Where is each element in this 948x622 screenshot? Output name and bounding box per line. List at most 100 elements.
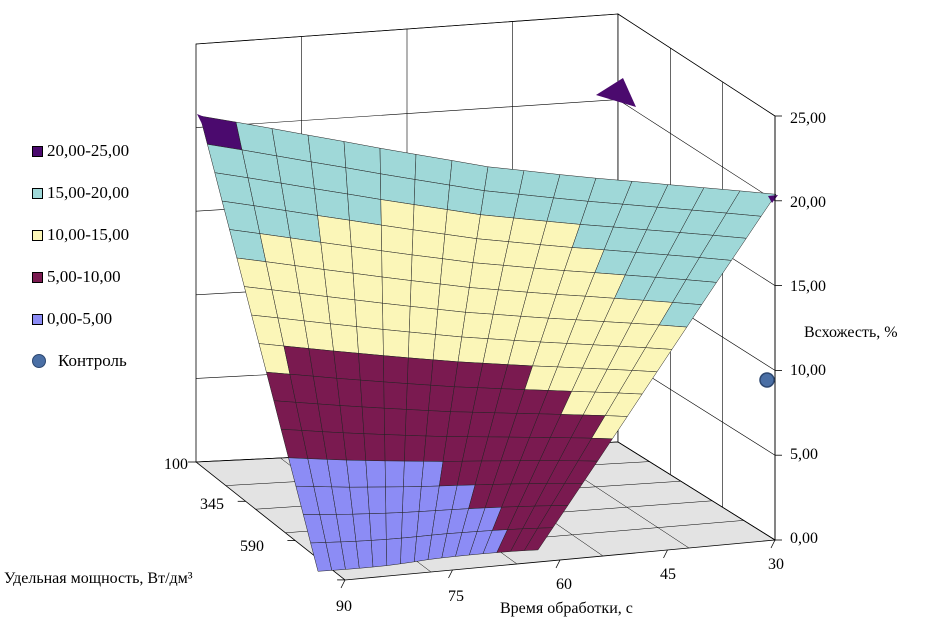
surface-cell xyxy=(469,262,504,291)
z-tick-label: 10,00 xyxy=(790,362,826,379)
surface-cell xyxy=(380,199,415,231)
surface-cell xyxy=(402,486,422,513)
legend-label: 0,00-5,00 xyxy=(47,309,113,328)
control-point xyxy=(759,372,775,388)
legend-swatch xyxy=(32,187,43,199)
y-tick-label: 100 xyxy=(164,456,188,473)
x-tick xyxy=(555,559,561,569)
z-tick-label: 15,00 xyxy=(790,278,826,295)
surface-cell xyxy=(408,306,439,335)
surface-cell xyxy=(299,292,331,325)
surface-cell xyxy=(347,193,382,226)
surface-cell xyxy=(382,302,411,333)
surface-cell xyxy=(323,269,356,301)
surface-cell xyxy=(410,254,443,285)
y-tick-label: 590 xyxy=(240,538,264,555)
surface-cell xyxy=(484,166,525,195)
surface-cell xyxy=(465,287,499,315)
surface-cell xyxy=(432,334,463,363)
legend-item-10-15: 10,00-15,00 xyxy=(32,224,129,246)
legend-label: 15,00-20,00 xyxy=(47,183,130,202)
surface-cell xyxy=(430,359,459,388)
surface-cell xyxy=(383,381,408,410)
surface-cell xyxy=(384,434,406,462)
surface-cell xyxy=(354,299,384,330)
chart-axes xyxy=(188,115,782,589)
surface-cell xyxy=(314,188,350,221)
surface-cell xyxy=(313,375,341,406)
surface-cell xyxy=(523,527,554,551)
surface-cell xyxy=(437,283,470,313)
x-tick xyxy=(770,539,776,549)
surface-cell xyxy=(367,486,387,514)
surface-cell xyxy=(320,242,354,274)
surface-cell xyxy=(351,246,383,278)
x-axis-label: Время обработки, с xyxy=(500,600,633,617)
legend-item-20-25: 20,00-25,00 xyxy=(32,140,129,162)
legend-label: Контроль xyxy=(58,351,127,370)
surface-cell xyxy=(480,190,520,219)
surface-cell xyxy=(384,460,405,488)
surface-cell xyxy=(513,194,554,222)
surface-cell xyxy=(385,486,404,514)
surface-cell xyxy=(412,204,448,235)
surface-cell xyxy=(407,357,434,386)
surface-cell xyxy=(294,265,328,297)
surface-cell xyxy=(428,384,455,412)
surface-cell xyxy=(403,460,424,488)
legend-item-control: Контроль xyxy=(32,350,127,372)
surface-cell xyxy=(400,536,417,565)
surface-cell xyxy=(326,296,357,327)
x-tick-label: 60 xyxy=(556,576,572,593)
surface-cell xyxy=(382,329,410,359)
surface-cell xyxy=(444,209,481,239)
surface-cell xyxy=(333,350,361,381)
surface-cell xyxy=(406,383,432,411)
surface-cell xyxy=(290,237,325,270)
surface-cell xyxy=(386,537,402,566)
x-tick-label: 45 xyxy=(660,566,676,583)
surface-cell xyxy=(358,353,385,383)
control-marker xyxy=(32,354,46,368)
peak-marker xyxy=(596,78,636,107)
legend-item-5-10: 5,00-10,00 xyxy=(32,266,121,288)
surface-cell xyxy=(363,433,386,462)
surface-cell xyxy=(508,217,548,245)
surface-cell xyxy=(472,238,509,266)
surface-cell xyxy=(285,210,322,243)
surface-cell xyxy=(361,406,385,435)
x-tick xyxy=(663,549,668,559)
surface-cell xyxy=(381,224,414,256)
surface-cell xyxy=(339,405,365,434)
surface-cell xyxy=(383,407,407,436)
surface-cell xyxy=(518,170,561,199)
surface-cell xyxy=(355,540,374,569)
surface-cell xyxy=(370,539,388,568)
surface-cell xyxy=(308,348,338,379)
surface-cell xyxy=(369,512,387,541)
surface-cell xyxy=(365,460,386,488)
legend-swatch xyxy=(32,145,43,157)
x-tick-label: 75 xyxy=(448,588,464,605)
surface-cell xyxy=(381,250,413,281)
surface-cell xyxy=(381,276,412,307)
legend-swatch xyxy=(32,229,43,241)
peak-markers xyxy=(197,78,778,203)
surface-cell xyxy=(380,173,416,205)
surface-cell xyxy=(317,215,352,247)
surface-cell xyxy=(349,219,382,252)
surface-cell xyxy=(425,410,451,437)
z-tick-label: 20,00 xyxy=(790,194,826,211)
surface-cell xyxy=(342,432,367,461)
surface-cell xyxy=(349,486,370,515)
surface-cell xyxy=(352,272,383,304)
surface-cell xyxy=(356,326,384,356)
surface-cell xyxy=(336,378,363,408)
y-tick-label: 345 xyxy=(200,496,224,513)
legend-label: 10,00-15,00 xyxy=(47,225,130,244)
peak-marker xyxy=(197,114,222,136)
x-tick xyxy=(340,579,346,589)
legend-label: 5,00-10,00 xyxy=(47,267,121,286)
z-axis-label: Всхожесть, % xyxy=(804,324,898,341)
